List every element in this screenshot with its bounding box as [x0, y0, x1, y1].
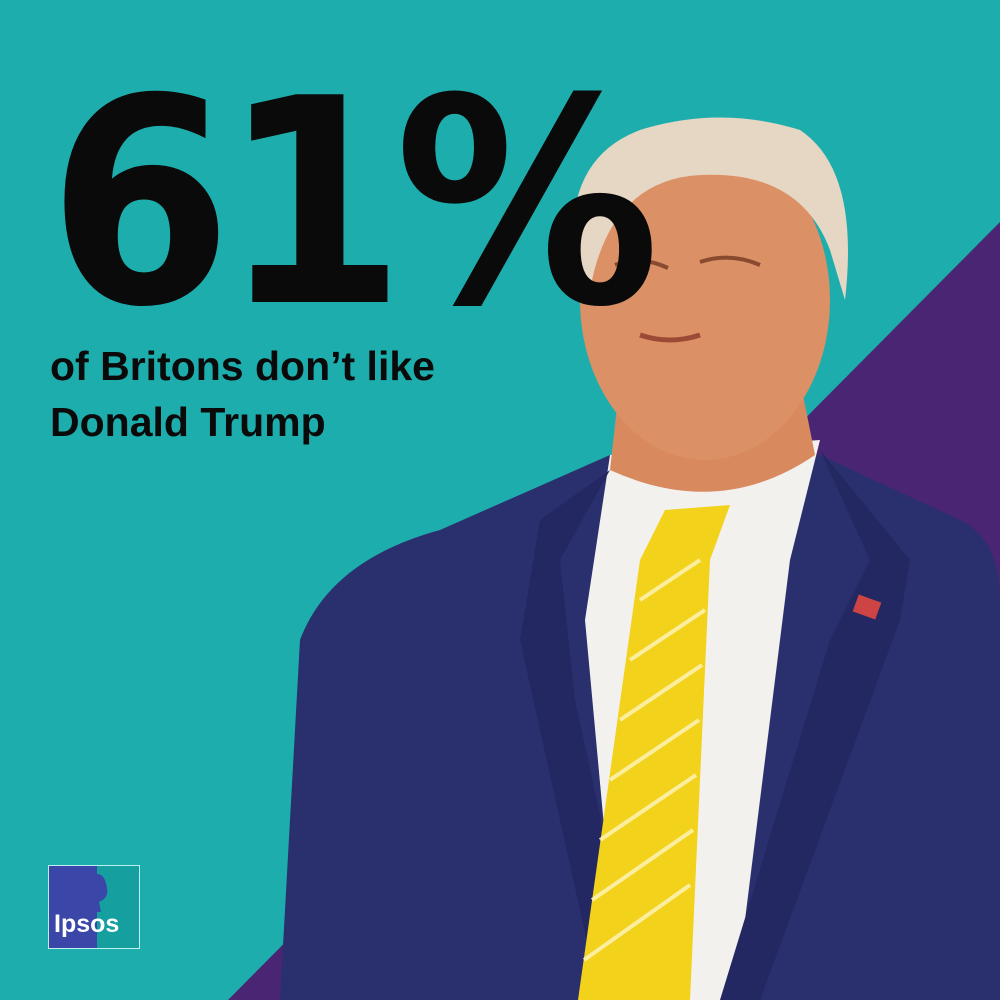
headline-stat: 61% [48, 38, 660, 370]
portrait-photo [280, 117, 1000, 1000]
logo-text: Ipsos [54, 910, 120, 938]
ipsos-logo: Ipsos [48, 865, 140, 949]
headline-subtitle: of Britons don’t like Donald Trump [50, 343, 435, 445]
logo-silhouette-icon [84, 874, 108, 912]
